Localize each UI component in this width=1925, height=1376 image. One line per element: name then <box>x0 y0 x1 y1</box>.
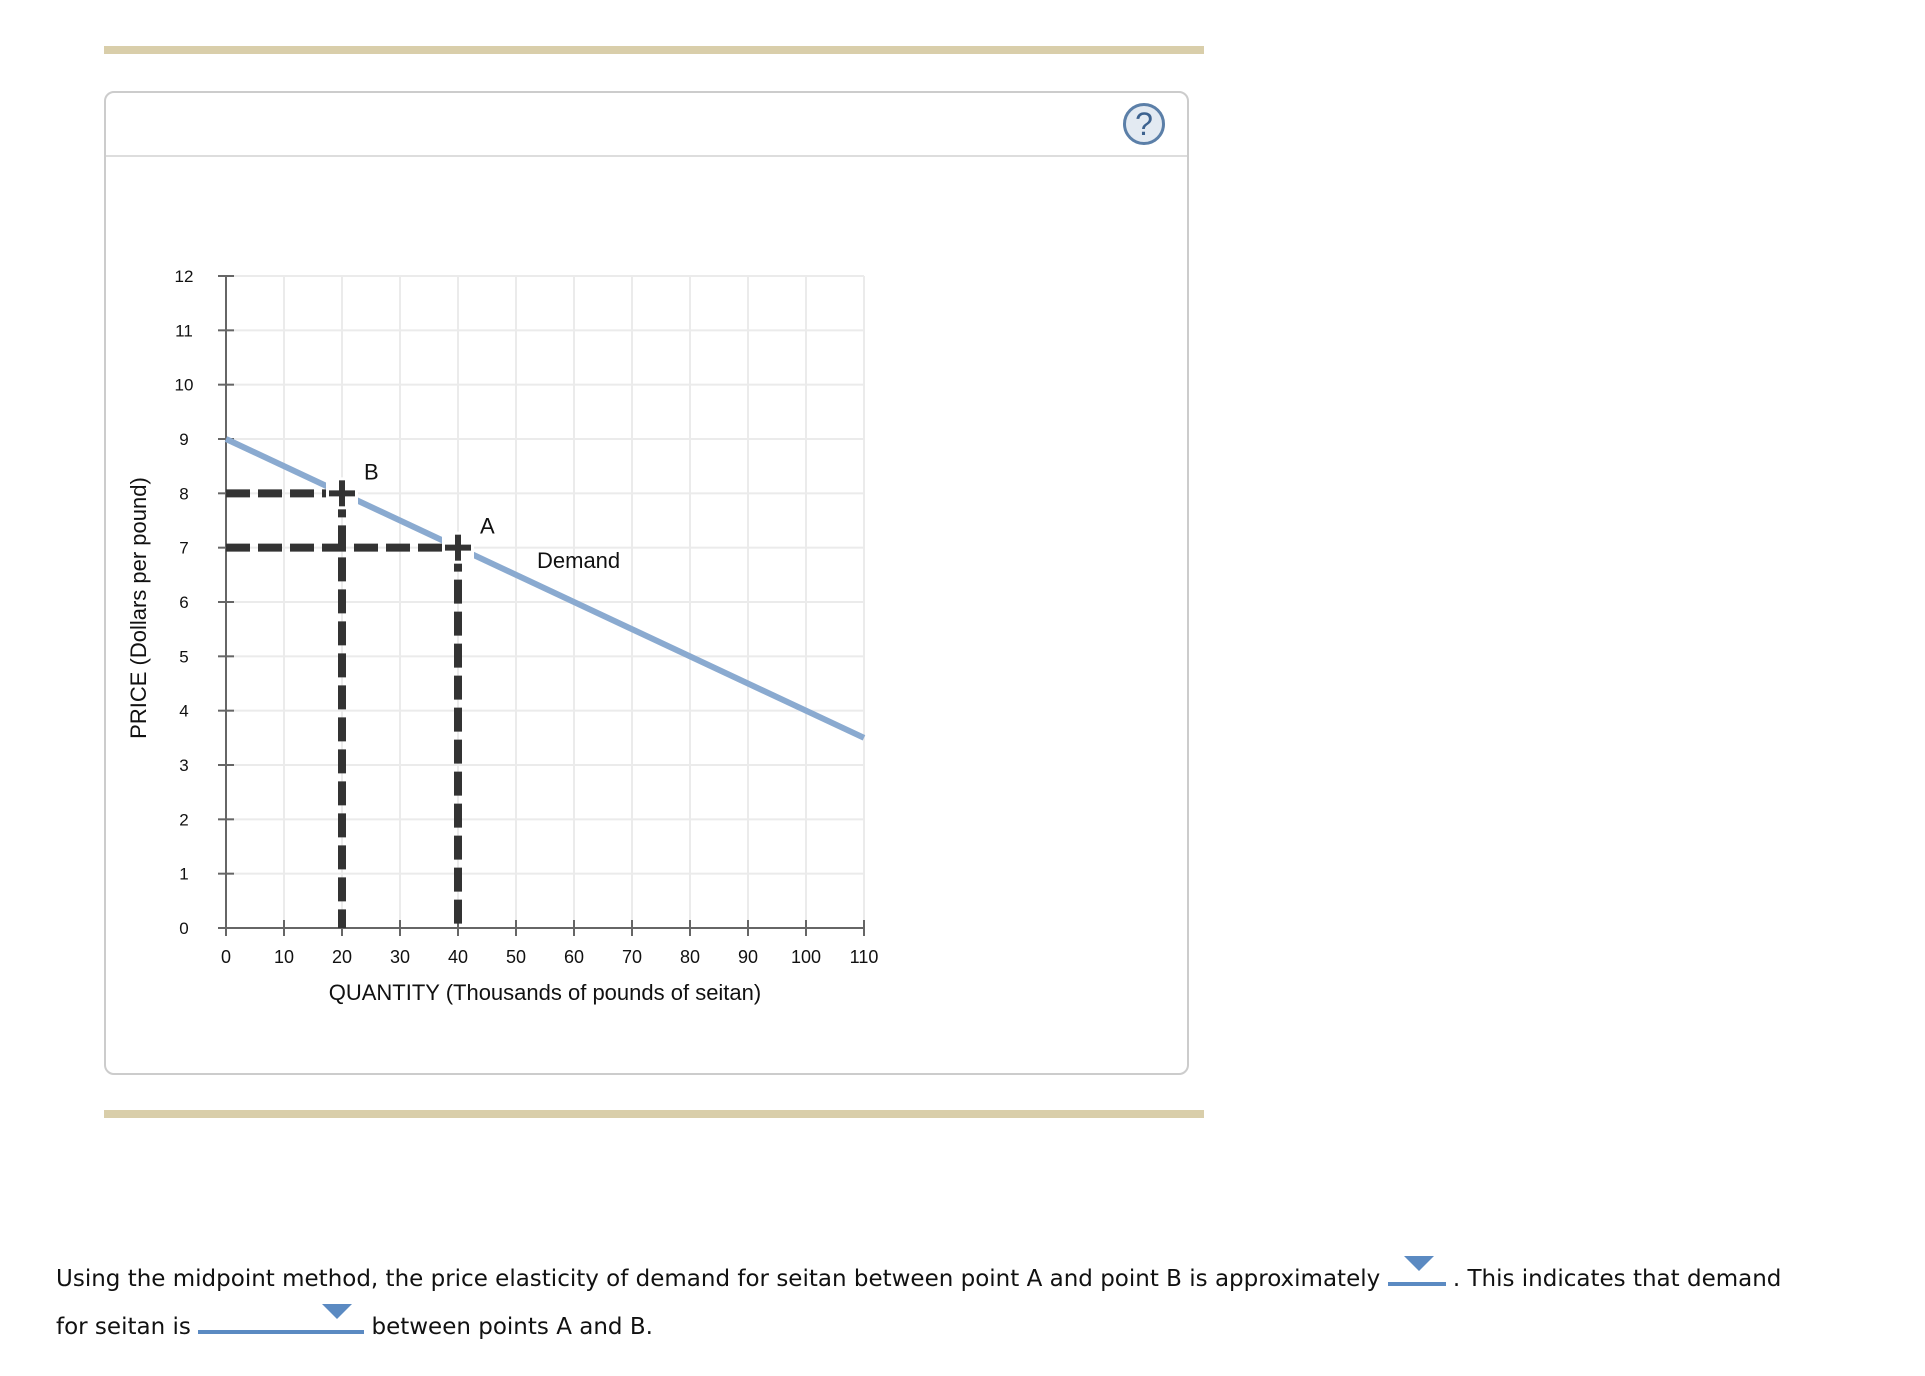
y-tick-label: 10 <box>175 376 194 395</box>
x-tick-label: 80 <box>680 947 700 967</box>
y-tick-label: 7 <box>179 539 188 558</box>
y-tick-label: 2 <box>179 810 188 829</box>
panel-header: ? <box>106 93 1187 157</box>
y-tick-label: 0 <box>179 919 188 938</box>
y-axis-title: PRICE (Dollars per pound) <box>126 477 151 739</box>
demand-label: Demand <box>537 548 620 573</box>
x-tick-label: 100 <box>791 947 821 967</box>
elasticity-value-dropdown[interactable] <box>1387 1252 1446 1286</box>
demand-type-dropdown[interactable] <box>198 1300 365 1334</box>
x-tick-label: 10 <box>274 947 294 967</box>
help-icon[interactable]: ? <box>1123 103 1165 145</box>
y-tick-label: 1 <box>179 865 188 884</box>
y-tick-label: 9 <box>179 430 188 449</box>
question-text-4: between points A and B. <box>371 1314 653 1340</box>
x-tick-label: 70 <box>622 947 642 967</box>
demand-curve <box>224 436 866 741</box>
y-tick-label: 12 <box>175 267 194 286</box>
y-tick-label: 11 <box>175 321 193 340</box>
y-tick-label: 3 <box>179 756 188 775</box>
x-tick-label: 60 <box>564 947 584 967</box>
point-label-A: A <box>480 514 495 539</box>
x-tick-label: 110 <box>850 947 879 967</box>
x-tick-label: 0 <box>221 947 231 967</box>
chevron-down-icon <box>322 1304 353 1319</box>
y-tick-label: 6 <box>179 593 188 612</box>
x-tick-label: 40 <box>448 947 468 967</box>
question-text-1: Using the midpoint method, the price ela… <box>56 1266 1381 1292</box>
x-axis-title: QUANTITY (Thousands of pounds of seitan) <box>329 980 761 1005</box>
y-tick-label: 4 <box>179 702 188 721</box>
y-tick-label: 5 <box>179 647 188 666</box>
question-text-3: for seitan is <box>56 1314 191 1340</box>
bottom-divider-bar <box>104 1110 1204 1118</box>
top-divider-bar <box>104 46 1204 54</box>
x-tick-label: 20 <box>332 947 352 967</box>
x-tick-label: 30 <box>390 947 410 967</box>
question-text-2: . This indicates that demand <box>1452 1266 1782 1292</box>
x-tick-label: 90 <box>738 947 758 967</box>
y-tick-label: 8 <box>179 484 188 503</box>
chevron-down-icon <box>1403 1256 1434 1271</box>
x-tick-label: 50 <box>506 947 526 967</box>
question-line-1: Using the midpoint method, the price ela… <box>56 1252 1781 1292</box>
point-label-B: B <box>364 459 379 484</box>
question-line-2: for seitan is between points A and B. <box>56 1300 653 1340</box>
